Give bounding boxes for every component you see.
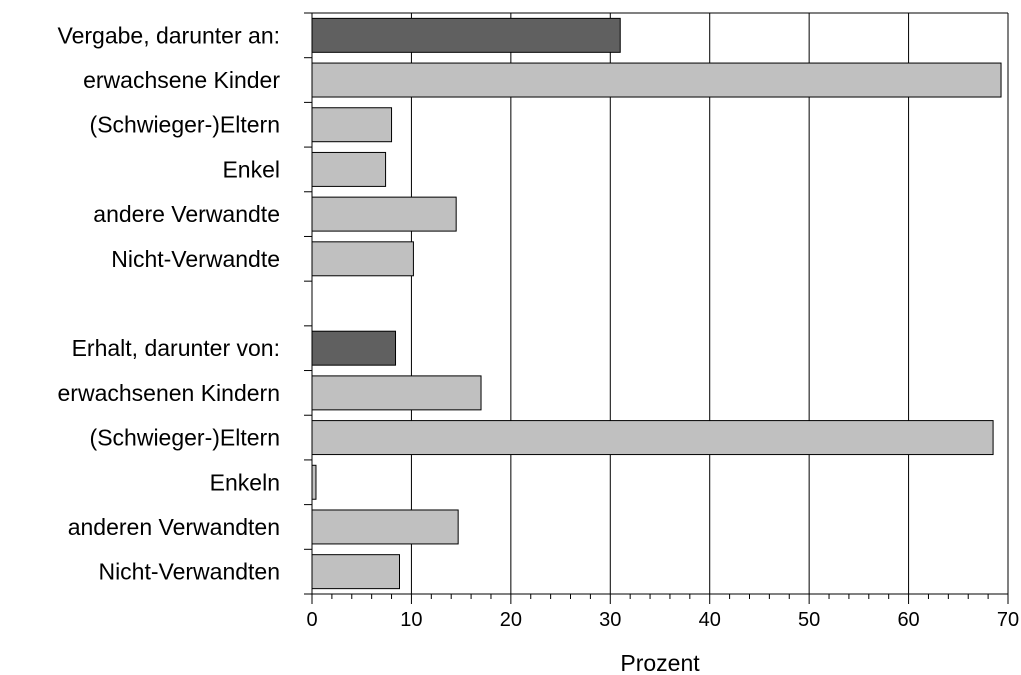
- x-tick-label: 50: [798, 609, 820, 631]
- x-tick-label: 30: [599, 609, 621, 631]
- category-label: erwachsene Kinder: [83, 67, 280, 93]
- x-axis-label: Prozent: [620, 650, 700, 675]
- category-labels: Vergabe, darunter an: erwachsene Kinder (S…: [58, 22, 281, 584]
- x-tick-label: 10: [400, 609, 422, 631]
- category-label: Enkel: [222, 156, 280, 182]
- bar: [311, 196, 457, 232]
- bar: [311, 464, 317, 500]
- category-label: andere Verwandte: [93, 201, 280, 227]
- bar: [311, 241, 414, 277]
- category-label: erwachsenen Kindern: [58, 380, 280, 406]
- category-label: Nicht-Verwandten: [98, 559, 280, 585]
- category-label: Nicht-Verwandte: [111, 246, 280, 272]
- category-label: Vergabe, darunter an:: [58, 22, 281, 48]
- category-label: (Schwieger-)Eltern: [90, 425, 280, 451]
- bar: [311, 62, 1002, 98]
- x-tick-labels: 0 10 20 30 40 50 60 70: [306, 609, 1019, 631]
- x-tick-label: 20: [500, 609, 522, 631]
- bar: [311, 375, 482, 411]
- x-tick-label: 0: [306, 609, 317, 631]
- bar: [311, 420, 994, 456]
- bars: [311, 17, 1002, 590]
- bar: [311, 330, 397, 366]
- bar: [311, 509, 459, 545]
- x-tick-label: 70: [997, 609, 1019, 631]
- x-tick-label: 40: [699, 609, 721, 631]
- bar: [311, 107, 393, 143]
- grid-lines: [410, 13, 1009, 594]
- bar: [311, 151, 387, 187]
- bar: [311, 17, 621, 53]
- category-label: Erhalt, darunter von:: [72, 335, 280, 361]
- category-label: (Schwieger-)Eltern: [90, 112, 280, 138]
- category-label: Enkeln: [210, 469, 280, 495]
- axes: [304, 12, 1009, 604]
- category-label: anderen Verwandten: [68, 514, 280, 540]
- x-tick-label: 60: [897, 609, 919, 631]
- bar: [311, 554, 400, 590]
